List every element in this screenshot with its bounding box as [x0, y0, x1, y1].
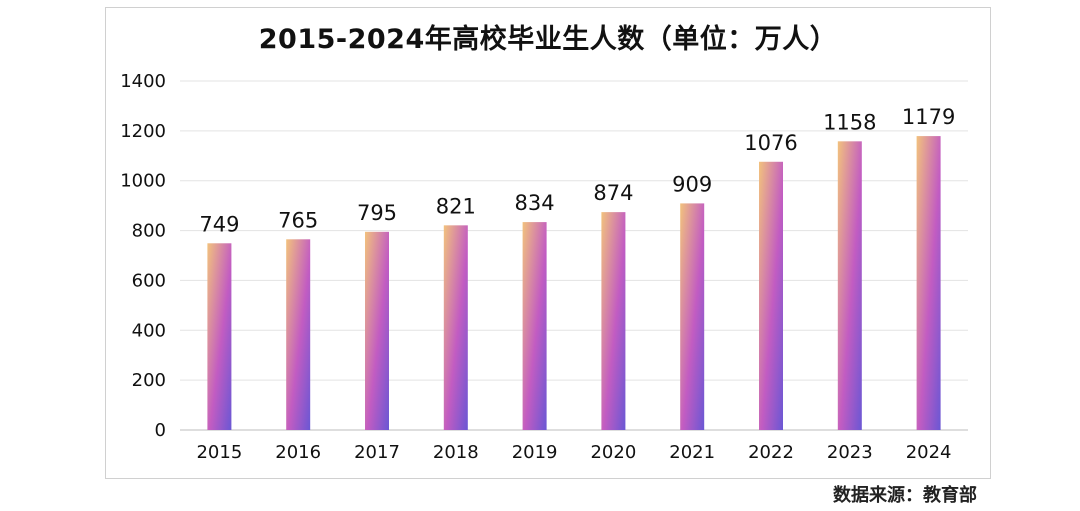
bar-2017 — [365, 231, 389, 430]
bar-2020 — [601, 212, 626, 430]
x-tick-label: 2016 — [275, 442, 321, 463]
x-tick-label: 2024 — [906, 442, 952, 463]
bar-2019 — [522, 222, 547, 430]
data-label: 874 — [593, 181, 633, 205]
y-tick-label: 1200 — [120, 121, 166, 142]
bar-2024 — [916, 136, 941, 430]
data-source-note: 数据来源：教育部 — [833, 485, 977, 506]
y-tick-label: 1000 — [120, 171, 166, 192]
bar-2016 — [286, 239, 311, 430]
x-tick-label: 2022 — [748, 442, 794, 463]
data-label: 1076 — [744, 131, 797, 155]
y-tick-label: 1400 — [120, 71, 166, 92]
data-label: 821 — [436, 194, 476, 218]
x-tick-label: 2019 — [512, 442, 558, 463]
data-label: 765 — [278, 208, 318, 232]
chart-title: 2015-2024年高校毕业生人数（单位：万人） — [258, 24, 838, 55]
x-tick-label: 2018 — [433, 442, 479, 463]
bar-2015 — [207, 243, 232, 430]
bar-2018 — [443, 225, 468, 430]
x-tick-label: 2017 — [354, 442, 400, 463]
y-tick-label: 200 — [132, 370, 166, 391]
y-tick-label: 600 — [132, 270, 166, 291]
y-tick-label: 0 — [155, 420, 166, 441]
x-tick-label: 2021 — [669, 442, 715, 463]
bar-2022 — [759, 161, 783, 431]
data-label: 749 — [199, 212, 239, 236]
bar-2023 — [837, 141, 862, 430]
data-label: 909 — [672, 172, 712, 196]
data-label: 1158 — [823, 110, 876, 134]
data-label: 795 — [357, 201, 397, 225]
data-label: 1179 — [902, 105, 955, 129]
x-tick-label: 2023 — [827, 442, 873, 463]
y-tick-label: 400 — [132, 320, 166, 341]
y-tick-label: 800 — [132, 221, 166, 242]
x-tick-label: 2015 — [196, 442, 242, 463]
data-label: 834 — [515, 191, 555, 215]
bar-2021 — [680, 203, 705, 430]
x-tick-label: 2020 — [590, 442, 636, 463]
